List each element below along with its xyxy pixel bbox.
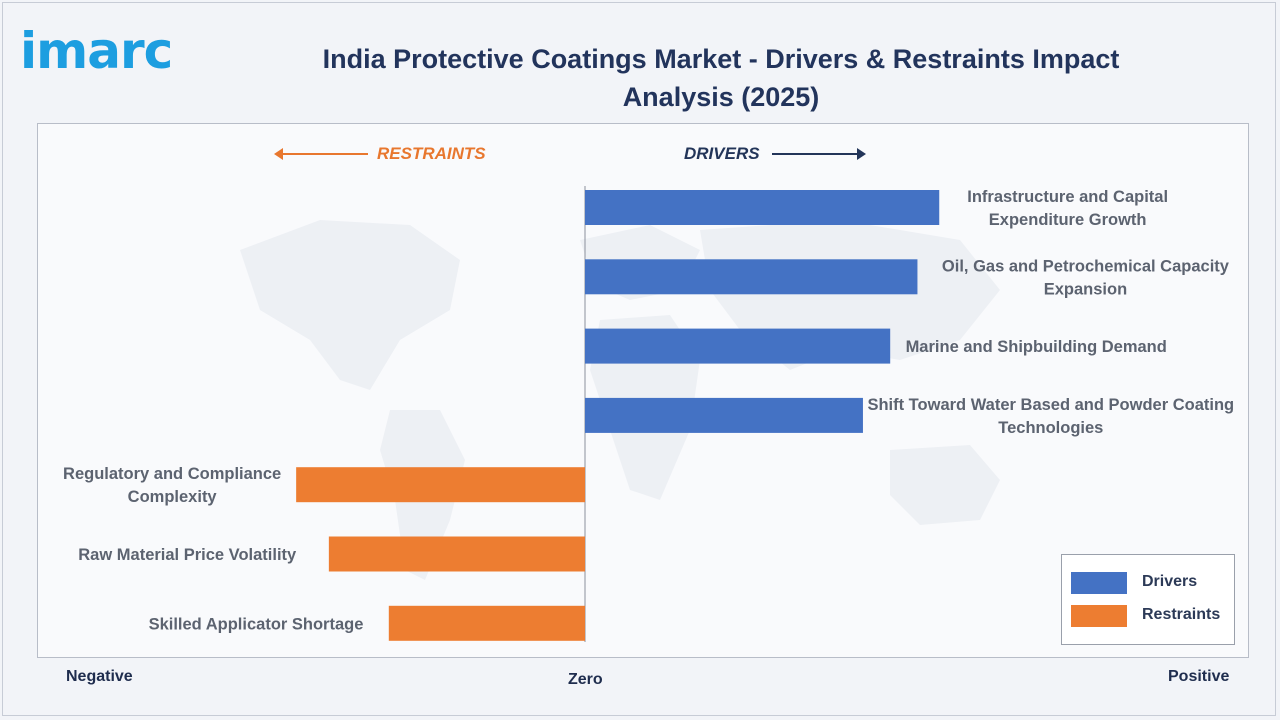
axis-positive-label: Positive <box>1168 668 1230 685</box>
driver-label-3: Marine and Shipbuilding Demand <box>906 338 1167 356</box>
drivers-arrow <box>772 148 866 160</box>
driver-label-4: Shift Toward Water Based and Powder Coat… <box>867 396 1234 437</box>
restraint-bar-1 <box>296 467 585 503</box>
axis-negative-label: Negative <box>66 668 133 685</box>
driver-bar-1 <box>585 190 940 225</box>
driver-bar-3 <box>585 328 891 364</box>
restraint-bar-3 <box>388 605 585 641</box>
legend-label-drivers: Drivers <box>1142 573 1198 590</box>
legend-swatch-drivers <box>1071 572 1127 594</box>
restraint-label-2: Raw Material Price Volatility <box>78 546 297 564</box>
chart-title: India Protective Coatings Market - Drive… <box>322 44 1120 112</box>
axis-zero-label: Zero <box>568 671 603 688</box>
restraints-header: RESTRAINTS <box>377 144 486 163</box>
restraint-label-3: Skilled Applicator Shortage <box>149 615 364 633</box>
legend-label-restraints: Restraints <box>1142 606 1221 623</box>
driver-label-2: Oil, Gas and Petrochemical Capacity Expan… <box>942 257 1230 298</box>
restraint-bar-2 <box>328 536 585 572</box>
legend: Drivers Restraints <box>1061 554 1235 645</box>
restraint-label-1: Regulatory and Compliance Complexity <box>63 465 281 506</box>
driver-bar-2 <box>585 259 918 295</box>
legend-swatch-restraints <box>1071 605 1127 627</box>
driver-bar-4 <box>585 397 863 433</box>
driver-label-1: Infrastructure and Capital Expenditure Gr… <box>967 188 1168 229</box>
restraints-arrow <box>274 148 368 160</box>
drivers-header: DRIVERS <box>684 144 760 163</box>
imarc-logo: imarc <box>20 22 173 80</box>
